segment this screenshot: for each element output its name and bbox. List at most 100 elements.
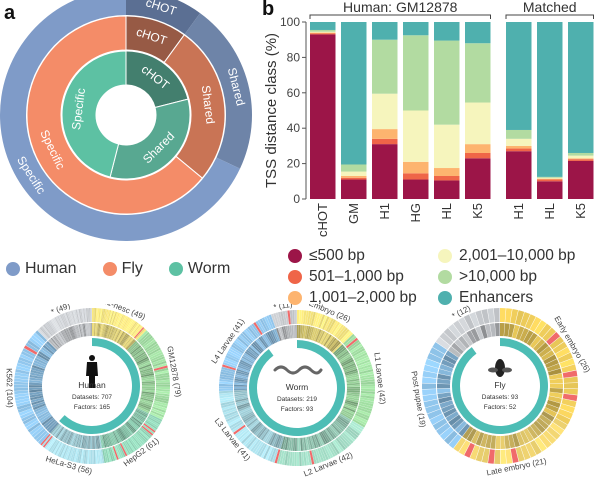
circos-inner-cell (234, 391, 248, 395)
circos-inner-cell (286, 437, 291, 451)
circos-inner-cell (330, 341, 341, 353)
circos-outer-cell (242, 434, 254, 446)
circos-inner-cell (126, 340, 138, 352)
legend-dot (102, 262, 117, 276)
circos-inner-cell (304, 325, 309, 339)
bar-segment-hg-4 (403, 35, 429, 111)
circos-outer-cell (432, 342, 448, 354)
circos-inner-cell (265, 332, 273, 345)
circos-inner-cell (548, 396, 562, 404)
circos-inner-cell (235, 374, 249, 379)
sunburst-worm-shared (109, 98, 191, 180)
circos-inner-cell (270, 330, 278, 343)
circos-inner-cell (342, 361, 355, 369)
circos-inner-cell (458, 423, 470, 437)
legend-label: 501–1,000 bp (309, 268, 404, 285)
circos-inner-cell (34, 407, 48, 415)
circos-outer-cell (355, 413, 369, 421)
circos-outer-cell (264, 316, 272, 330)
circos-inner-cell (536, 417, 549, 430)
circos-inner-cell (129, 343, 140, 354)
circos-sector-label: L1 Larvae (42) (372, 352, 387, 405)
circos-inner-cell (543, 354, 557, 365)
bar-segment-chot-3 (310, 31, 336, 33)
group-bracket (309, 14, 491, 19)
circos-outer-cell (14, 372, 30, 378)
circos-outer-cell (35, 430, 48, 443)
circos-outer-cell (268, 314, 276, 329)
circos-inner-cell (317, 330, 326, 344)
circos-inner-cell (338, 414, 351, 424)
circos-outer-cell (349, 343, 363, 354)
circos-outer-cell (355, 357, 370, 365)
circos-inner-cell (96, 323, 100, 337)
x-tick-label: K5 (470, 203, 485, 219)
circos-inner-cell (310, 327, 317, 341)
circos-inner-cell (37, 353, 50, 362)
circos-inner-cell (298, 437, 301, 451)
circos-inner-cell (344, 401, 358, 407)
circos-outer-cell (71, 310, 76, 325)
circos-inner-cell (340, 412, 353, 420)
circos-outer-cell (44, 436, 54, 449)
circos-outer-cell (133, 326, 144, 338)
circos-outer-cell (323, 445, 332, 460)
circos-outer-cell (41, 325, 52, 337)
circos-outer-cell (245, 327, 257, 340)
circos-outer-cell (133, 433, 145, 445)
circos-inner-cell (55, 334, 64, 346)
circos-outer-cell (49, 439, 59, 453)
circos-outer-cell (149, 351, 164, 360)
circos-inner-cell (443, 407, 457, 418)
circos-outer-cell (469, 312, 480, 328)
circos-outer-cell (353, 416, 367, 426)
circos-outer-cell (475, 310, 485, 326)
bar-segment-h1-5 (506, 22, 532, 130)
circos-outer-cell (439, 426, 454, 441)
legend-organisms: Human Fly Worm (6, 260, 230, 278)
circos-outer-cell (69, 310, 75, 325)
circos-outer-cell (312, 312, 319, 327)
circos-outer-cell (114, 445, 121, 460)
circos-outer-cell (72, 310, 78, 325)
circos-inner-cell (250, 421, 262, 432)
circos-inner-cell (549, 383, 563, 389)
circos-outer-cell (425, 404, 441, 414)
circos-inner-cell (33, 360, 47, 368)
circos-inner-cell (475, 432, 485, 446)
circos-outer-cell (116, 444, 124, 458)
circos-inner-cell (234, 376, 248, 381)
circos-inner-cell (141, 382, 155, 385)
bar-segment-hl-3 (537, 177, 563, 179)
bar-segment-hg-0 (403, 179, 429, 199)
circos-outer-cell (132, 434, 143, 447)
circos-inner-cell (234, 394, 248, 399)
circos-inner-cell (247, 347, 259, 358)
circos-inner-cell (132, 413, 145, 423)
circos-inner-cell (116, 330, 124, 343)
circos-inner-cell (67, 327, 74, 341)
circos-outer-cell (225, 414, 240, 423)
circos-inner-cell (331, 342, 343, 354)
circos-inner-cell (36, 409, 49, 418)
circos-inner-cell (437, 383, 451, 389)
circos-inner-cell (69, 326, 75, 340)
bar-segment-hl-1 (537, 179, 563, 182)
circos-outer-cell (221, 366, 236, 373)
x-tick-label: H1 (511, 203, 526, 220)
circos-outer-cell (155, 372, 170, 377)
circos-outer-cell (354, 354, 369, 363)
circos-outer-cell (221, 404, 236, 411)
circos-inner-cell (314, 434, 321, 448)
circos-outer-cell (337, 436, 348, 449)
legend-label: Worm (187, 260, 231, 277)
bar-segment-h1-5 (372, 22, 398, 40)
circos-outer-cell (52, 441, 62, 455)
circos-center (461, 347, 539, 425)
circos-inner-cell (67, 432, 74, 445)
circos-inner-cell (51, 424, 61, 435)
circos-outer-cell (241, 432, 253, 444)
circos-inner-cell (519, 430, 530, 444)
circos-inner-cell (118, 332, 127, 345)
circos-inner-cell (301, 437, 305, 451)
